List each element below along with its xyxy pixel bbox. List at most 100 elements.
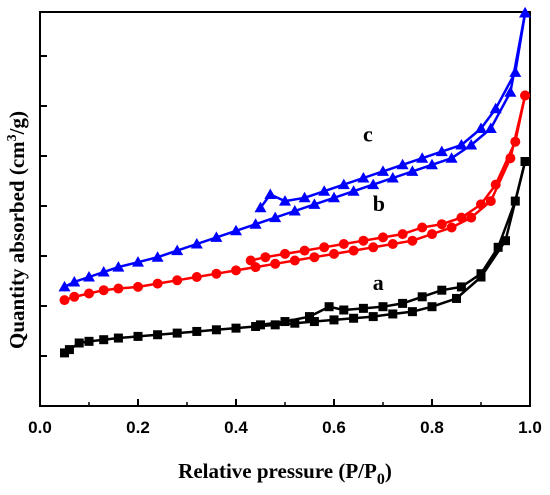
series-c-desorption-point	[337, 178, 350, 190]
series-a-adsorption-point	[329, 315, 339, 325]
series-a-adsorption-point	[452, 293, 461, 303]
series-b-adsorption-point	[289, 255, 300, 266]
series-c-adsorption-point	[308, 198, 321, 209]
series-c-desorption-point	[264, 188, 277, 199]
series-b-desorption-point	[378, 232, 388, 243]
series-c-adsorption-point	[347, 185, 360, 196]
series-b-desorption-point	[490, 179, 501, 190]
series-a-adsorption-point	[99, 335, 109, 345]
series-c-desorption-point	[254, 201, 267, 213]
series-c-desorption-point	[357, 172, 370, 183]
series-c-desorption-point	[519, 7, 532, 18]
series-b-desorption-point	[280, 248, 290, 259]
series-b-adsorption-point	[407, 235, 418, 246]
series-b-desorption-point	[397, 229, 408, 240]
series-a-desorption-point	[456, 282, 466, 292]
series-a-adsorption-point	[427, 302, 437, 312]
series-a-adsorption-point	[172, 328, 182, 338]
x-tick-label: 0.0	[28, 418, 52, 437]
series-a	[60, 157, 530, 358]
x-axis-title-main: Relative pressure (P/P	[178, 459, 377, 483]
series-b-adsorption-point	[172, 275, 183, 286]
series-a-desorption-point	[324, 302, 334, 312]
series-a-desorption-point	[437, 285, 447, 295]
series-a-adsorption-point	[211, 325, 221, 335]
series-a-adsorption-point	[309, 317, 319, 327]
series-c-adsorption-point	[112, 261, 125, 272]
x-axis-ticks: 0.0 0.2 0.4 0.6 0.8 1.0	[28, 399, 542, 437]
series-a-desorption-point	[417, 292, 427, 302]
series-b-adsorption-point	[387, 239, 398, 249]
series-b	[59, 90, 531, 306]
series-b-adsorption-point	[368, 242, 379, 253]
series-c-adsorption-point	[484, 122, 497, 133]
series-c-desorption-line	[259, 12, 527, 209]
series-c-desorption-point	[396, 158, 409, 170]
series-b-desorption-point	[436, 219, 447, 230]
series-b-adsorption-point	[485, 196, 496, 207]
series-b-desorption-point	[319, 242, 330, 253]
series-layer	[58, 7, 532, 358]
series-b-adsorption-point	[466, 212, 477, 223]
series-c-adsorption-point	[269, 211, 282, 223]
y-axis-title-end: /g)	[5, 111, 29, 135]
y-axis-title: Quantity absorbed (cm3/g)	[5, 111, 29, 349]
series-label-c: c	[363, 122, 373, 147]
series-b-desorption-point	[260, 252, 271, 263]
y-axis-ticks	[40, 55, 47, 407]
series-c-adsorption-point	[328, 191, 340, 203]
series-a-adsorption-point	[84, 336, 94, 346]
series-b-adsorption-point	[152, 278, 163, 289]
series-c-adsorption-point	[504, 86, 517, 97]
y-axis-title-superscript: 3	[5, 134, 20, 141]
x-axis-title-subscript: 0	[377, 471, 385, 488]
series-c-adsorption-line	[63, 12, 527, 289]
series-b-adsorption-point	[69, 291, 80, 302]
series-b-desorption-point	[456, 212, 467, 223]
series-c-adsorption-point	[386, 172, 399, 183]
series-a-adsorption-point	[192, 326, 202, 336]
series-a-adsorption-point	[113, 333, 123, 343]
x-axis-title: Relative pressure (P/P0)	[178, 459, 392, 488]
x-tick-label: 0.6	[322, 418, 346, 437]
series-b-adsorption-point	[98, 285, 109, 296]
series-a-adsorption-point	[270, 320, 280, 330]
x-tick-label: 1.0	[518, 418, 542, 437]
series-b-adsorption-point	[329, 248, 339, 259]
series-a-adsorption-point	[60, 348, 69, 358]
series-label-a: a	[373, 270, 384, 295]
series-c	[58, 7, 532, 292]
series-b-adsorption-point	[211, 268, 222, 279]
series-b-desorption-point	[338, 239, 349, 249]
series-a-desorption-point	[358, 303, 368, 313]
series-a-adsorption-point	[407, 307, 417, 317]
series-c-adsorption-point	[465, 139, 478, 150]
series-a-desorption-point	[339, 305, 349, 315]
series-labels: a b c	[363, 122, 385, 296]
series-c-desorption-point	[279, 195, 291, 206]
series-a-adsorption-point	[153, 330, 163, 340]
x-tick-label: 0.8	[420, 418, 444, 437]
series-b-adsorption-point	[191, 272, 202, 282]
series-c-adsorption-point	[171, 244, 184, 256]
series-c-adsorption-point	[190, 238, 203, 249]
plot-frame	[39, 11, 531, 407]
series-a-adsorption-point	[231, 323, 241, 333]
series-a-desorption-point	[476, 269, 486, 279]
series-c-adsorption-point	[249, 218, 262, 229]
series-a-adsorption-point	[251, 322, 261, 331]
series-c-adsorption-point	[83, 271, 95, 282]
series-a-adsorption-point	[388, 309, 398, 319]
series-a-adsorption-point	[133, 331, 143, 341]
series-c-desorption-point	[455, 139, 468, 150]
series-c-adsorption-point	[288, 205, 301, 216]
series-c-adsorption-point	[406, 165, 419, 176]
series-b-desorption-point	[299, 245, 310, 256]
series-b-adsorption-point	[446, 222, 457, 233]
series-c-adsorption-point	[367, 178, 380, 190]
series-c-desorption-point	[475, 122, 487, 133]
series-b-desorption-point	[417, 222, 428, 233]
series-b-adsorption-point	[113, 283, 124, 294]
series-b-adsorption-point	[133, 281, 143, 292]
